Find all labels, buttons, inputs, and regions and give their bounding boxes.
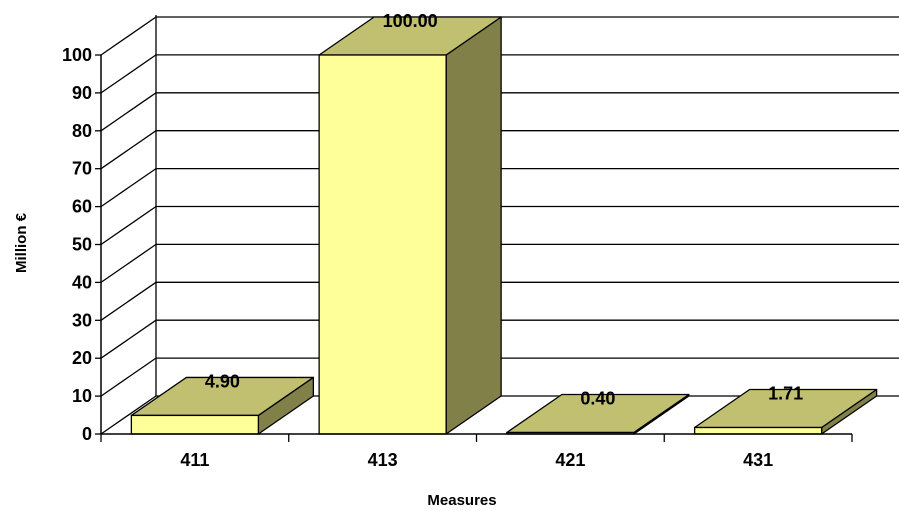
y-tick-label: 90 [72,83,92,103]
bar-431 [693,426,823,435]
y-tick-label: 40 [72,272,92,292]
x-tick-label: 411 [180,450,209,470]
gridline-side [100,92,157,132]
gridline-side [100,168,157,208]
data-label: 4.90 [205,371,240,391]
labels: 0 10 20 30 40 50 60 70 80 90 100 411 4.90 413 100.00 42… [62,11,803,470]
y-tick-label: 80 [72,121,92,141]
gridline-side [100,243,157,283]
gridline-side [100,205,157,246]
bar-411 [130,414,260,435]
x-tick-label: 421 [555,450,585,470]
y-tick-label: 0 [82,424,92,444]
gridline-side [100,16,157,56]
y-axis-title: Million € [13,212,30,273]
y-tick-label: 100 [62,45,92,65]
bar-side-413 [445,16,502,435]
gridline-side [100,281,157,321]
data-label: 100.00 [383,11,438,31]
x-axis-title: Measures [427,492,496,509]
data-label: 0.40 [580,388,615,408]
bar-413 [318,54,447,435]
x-tick-label: 431 [743,450,773,470]
y-tick-label: 20 [72,348,92,368]
y-tick-label: 70 [72,159,92,179]
y-tick-label: 10 [72,386,92,406]
y-tick-label: 30 [72,310,92,330]
axes [95,54,853,442]
x-tick-label: 413 [368,450,398,470]
gridline-side [100,357,157,397]
data-label: 1.71 [768,384,803,404]
gridline-side [100,130,157,170]
y-tick-label: 60 [72,197,92,217]
gridline-side [100,319,157,359]
gridline-side [100,54,157,94]
floor-edge [100,395,157,435]
y-tick-label: 50 [72,235,92,255]
bars [130,16,878,435]
